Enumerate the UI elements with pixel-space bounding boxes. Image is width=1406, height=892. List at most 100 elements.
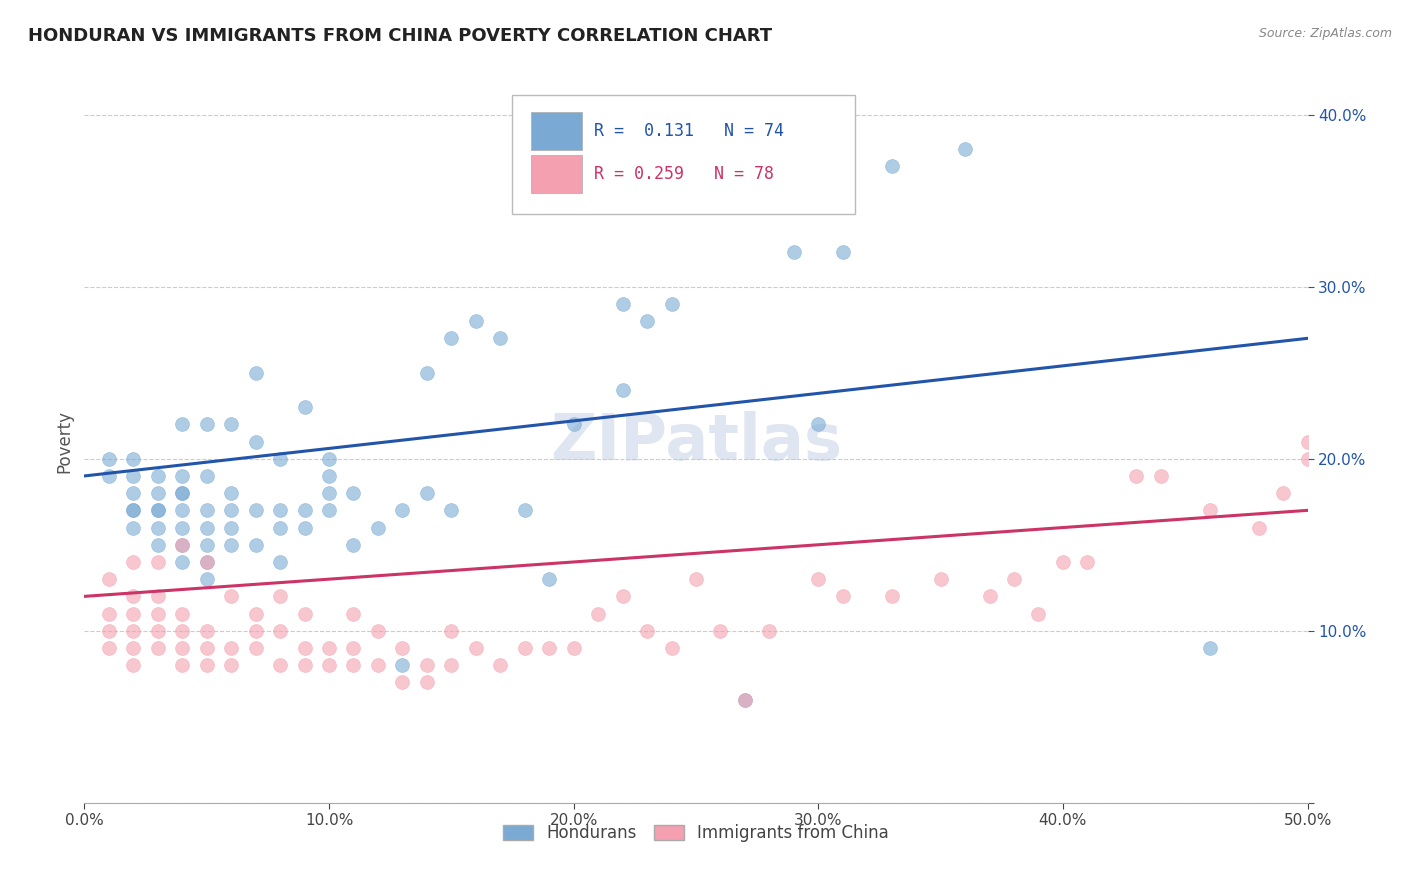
Text: Source: ZipAtlas.com: Source: ZipAtlas.com [1258,27,1392,40]
Point [979,590,1001,604]
Point [172,555,194,569]
Point [195,469,218,483]
Point [367,624,389,638]
Point [146,640,169,655]
Point [195,658,218,673]
Point [97,624,120,638]
Point [440,503,463,517]
Point [464,640,486,655]
Point [269,590,291,604]
Point [97,607,120,621]
Point [219,417,242,432]
Point [219,640,242,655]
Point [97,572,120,586]
Point [294,640,316,655]
Point [1296,451,1319,466]
Point [464,314,486,328]
Point [538,572,561,586]
Point [97,451,120,466]
Text: HONDURAN VS IMMIGRANTS FROM CHINA POVERTY CORRELATION CHART: HONDURAN VS IMMIGRANTS FROM CHINA POVERT… [28,27,772,45]
Point [146,520,169,534]
Point [219,538,242,552]
Point [172,538,194,552]
Point [122,520,145,534]
Point [245,624,267,638]
Point [122,624,145,638]
FancyBboxPatch shape [531,112,582,150]
Point [219,486,242,500]
Point [783,245,806,260]
Point [416,486,439,500]
Point [1028,607,1050,621]
Point [1002,572,1025,586]
Point [391,658,413,673]
Point [318,451,340,466]
Point [122,590,145,604]
Point [122,486,145,500]
Point [146,503,169,517]
Text: ZIPatlas: ZIPatlas [550,410,842,473]
Point [831,590,853,604]
Point [146,624,169,638]
Point [318,658,340,673]
Point [195,640,218,655]
Point [758,624,780,638]
Point [636,624,658,638]
Point [416,675,439,690]
Point [929,572,952,586]
Point [172,658,194,673]
Point [172,640,194,655]
Point [562,640,585,655]
Point [586,607,609,621]
Point [1150,469,1173,483]
Text: R =  0.131   N = 74: R = 0.131 N = 74 [595,122,785,140]
Point [195,417,218,432]
Point [318,640,340,655]
Point [269,520,291,534]
Point [342,607,364,621]
Point [122,607,145,621]
Point [294,503,316,517]
Point [1296,434,1319,449]
Point [294,520,316,534]
Y-axis label: Poverty: Poverty [55,410,73,473]
Point [294,607,316,621]
Point [269,503,291,517]
Point [367,520,389,534]
Point [440,331,463,345]
Point [195,624,218,638]
Point [661,297,683,311]
Point [734,692,756,706]
Point [489,331,512,345]
Point [146,538,169,552]
Point [612,383,634,397]
Point [807,417,830,432]
Point [172,486,194,500]
Point [440,624,463,638]
Point [1076,555,1098,569]
Point [318,503,340,517]
Point [1247,520,1270,534]
Point [146,590,169,604]
Point [146,555,169,569]
Point [219,658,242,673]
Point [538,640,561,655]
Point [734,692,756,706]
Point [172,503,194,517]
Point [709,624,731,638]
Point [245,434,267,449]
Point [172,486,194,500]
Point [195,520,218,534]
Point [97,640,120,655]
Point [562,417,585,432]
Point [440,658,463,673]
Point [269,624,291,638]
Point [122,451,145,466]
Point [489,658,512,673]
Point [1198,640,1220,655]
Legend: Hondurans, Immigrants from China: Hondurans, Immigrants from China [496,817,896,848]
Point [391,675,413,690]
Point [1198,503,1220,517]
Point [318,469,340,483]
Point [146,486,169,500]
